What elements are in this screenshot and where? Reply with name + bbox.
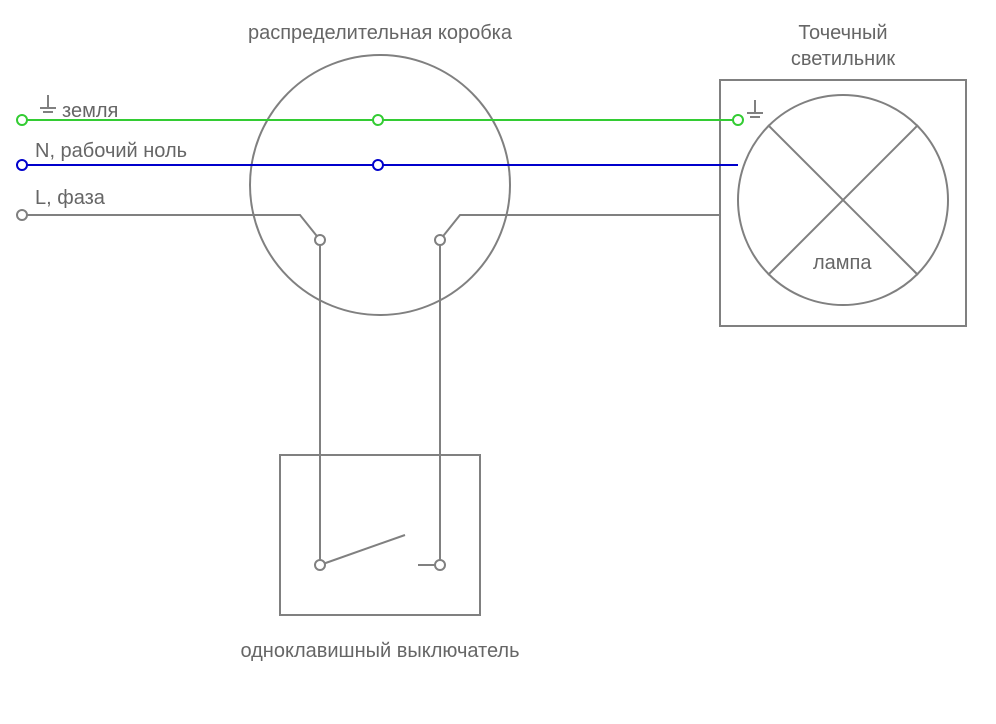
phase-wire-in xyxy=(22,215,320,240)
ground-symbol-left xyxy=(40,95,56,112)
earth-terminal-lamp xyxy=(733,115,743,125)
neutral-terminal-junction xyxy=(373,160,383,170)
spotlight-label-line2: светильник xyxy=(720,48,966,71)
phase-wire-out xyxy=(440,215,720,240)
earth-terminal-source xyxy=(17,115,27,125)
switch-terminal-left xyxy=(315,560,325,570)
switch-terminal-right xyxy=(435,560,445,570)
earth-terminal-junction xyxy=(373,115,383,125)
spotlight-label-line1: Точечный xyxy=(720,22,966,45)
switch-lever xyxy=(320,535,405,565)
phase-terminal-source xyxy=(17,210,27,220)
ground-symbol-lamp xyxy=(747,100,763,117)
switch-label: одноклавишный выключатель xyxy=(200,640,560,663)
junction-box-label: распределительная коробка xyxy=(200,22,560,45)
neutral-label: N, рабочий ноль xyxy=(35,140,187,163)
junction-box-circle xyxy=(250,55,510,315)
junction-phase-terminal-left xyxy=(315,235,325,245)
junction-phase-terminal-right xyxy=(435,235,445,245)
wiring-diagram xyxy=(0,0,996,724)
lamp-label: лампа xyxy=(813,252,872,275)
earth-label: земля xyxy=(62,100,118,123)
neutral-terminal-source xyxy=(17,160,27,170)
phase-label: L, фаза xyxy=(35,187,105,210)
switch-box xyxy=(280,455,480,615)
